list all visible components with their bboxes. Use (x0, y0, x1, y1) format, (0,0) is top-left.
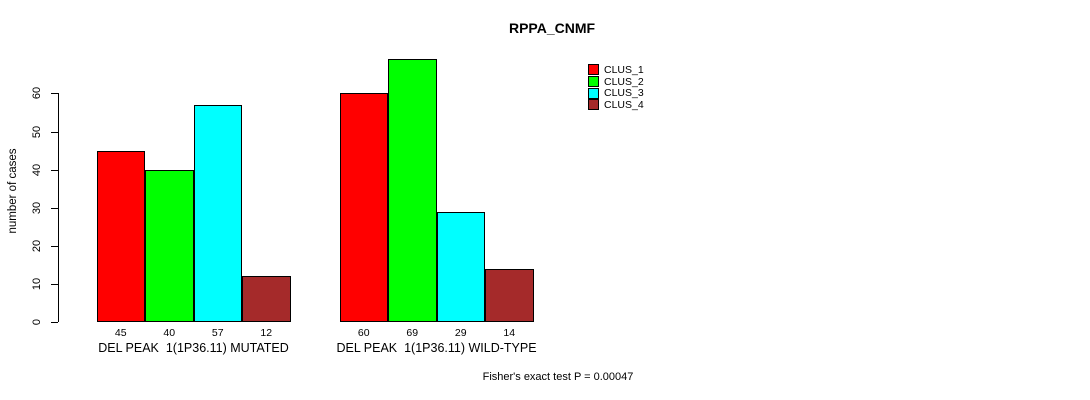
legend: CLUS_1 CLUS_2 CLUS_3 CLUS_4 (588, 64, 644, 111)
bar-value-label: 45 (114, 327, 127, 339)
y-axis-tick (51, 207, 58, 209)
y-axis-tick (51, 322, 58, 323)
y-axis-tick-label: 20 (31, 239, 43, 252)
bar-value-label: 29 (454, 327, 467, 339)
chart-title: RPPA_CNMF (508, 20, 596, 36)
legend-swatch-clus_2 (588, 76, 599, 88)
legend-label: CLUS_4 (604, 98, 644, 111)
bar-value-label: 12 (260, 327, 273, 339)
legend-item-clus_2: CLUS_2 (588, 76, 644, 88)
y-axis-tick (51, 131, 58, 133)
legend-label: CLUS_1 (604, 63, 644, 76)
x-axis-group-label: DEL PEAK 1(1P36.11) WILD-TYPE (336, 341, 537, 355)
y-axis-tick-label: 10 (31, 277, 43, 291)
fisher-test-annotation: Fisher's exact test P = 0.00047 (482, 371, 634, 383)
bar-value-label: 60 (357, 327, 370, 339)
legend-swatch-clus_1 (588, 64, 599, 76)
bar-value-label: 57 (211, 327, 224, 339)
legend-item-clus_3: CLUS_3 (588, 87, 644, 99)
y-axis-line (58, 93, 59, 322)
y-axis-tick-label: 40 (31, 163, 43, 176)
bar-clus_1-mutated (96, 150, 145, 322)
legend-label: CLUS_3 (604, 87, 644, 100)
bar-clus_2-mutated (145, 169, 194, 322)
bar-clus_4-mutated (242, 276, 291, 322)
legend-item-clus_1: CLUS_1 (588, 64, 644, 76)
bar-value-label: 69 (406, 327, 419, 339)
bar-clus_4-wild-type (485, 268, 534, 322)
legend-label: CLUS_2 (604, 75, 644, 88)
bar-value-label: 14 (503, 327, 516, 339)
y-axis-tick-label: 50 (31, 125, 43, 138)
legend-swatch-clus_4 (588, 99, 599, 111)
bar-clus_3-wild-type (436, 211, 485, 322)
bar-clus_3-mutated (193, 104, 242, 322)
legend-swatch-clus_3 (588, 87, 599, 99)
y-axis-tick (51, 245, 58, 247)
y-axis-tick-label: 60 (31, 87, 43, 100)
x-axis-group-label: DEL PEAK 1(1P36.11) MUTATED (98, 341, 289, 355)
y-axis-tick-label: 30 (31, 201, 43, 214)
bar-value-label: 40 (163, 327, 176, 339)
legend-item-clus_4: CLUS_4 (588, 99, 644, 111)
y-axis-label: number of cases (7, 148, 19, 234)
y-axis-tick (51, 93, 58, 95)
y-axis-tick-label: 0 (31, 318, 43, 326)
bar-clus_2-wild-type (388, 59, 437, 322)
y-axis-tick (51, 169, 58, 171)
bar-clus_1-wild-type (339, 93, 388, 322)
y-axis-tick (51, 283, 58, 285)
